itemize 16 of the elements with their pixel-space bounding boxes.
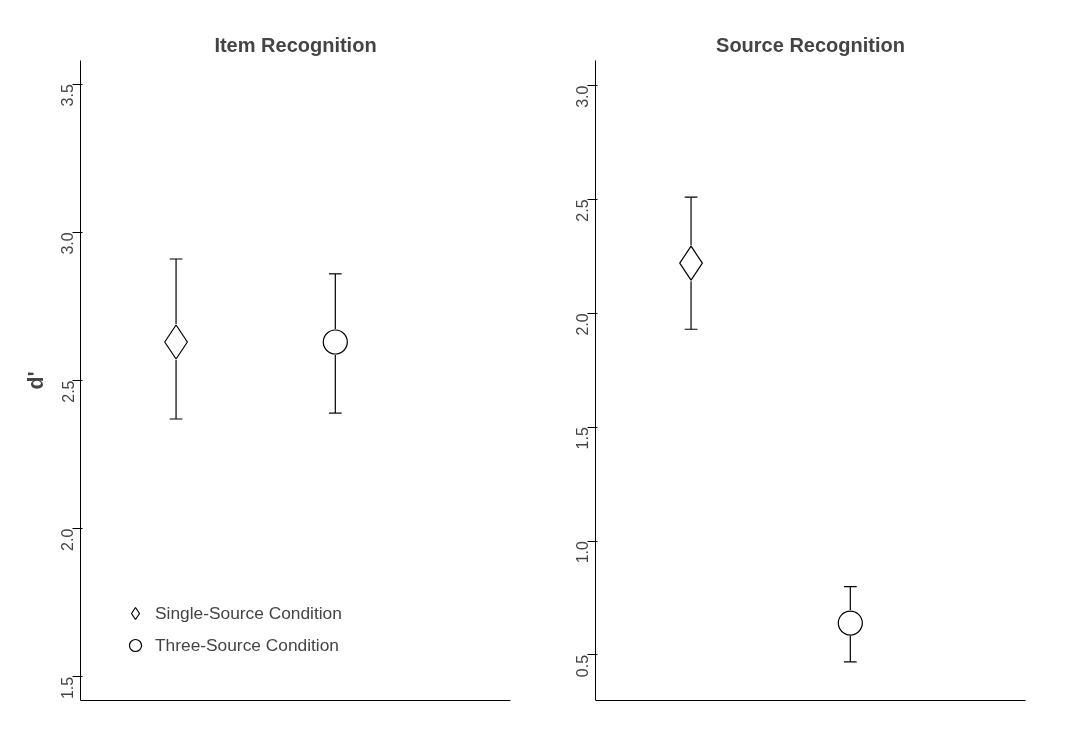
y-tick-label: 2.5	[59, 380, 77, 403]
y-tick-label: 3.5	[59, 84, 77, 107]
y-tick-label: 3.0	[574, 85, 592, 108]
y-tick-label: 2.0	[574, 313, 592, 336]
y-tick-label: 1.0	[574, 540, 592, 564]
y-tick-label: 2.0	[59, 528, 77, 551]
chart-title: Item Recognition	[214, 33, 377, 56]
y-tick-label: 2.5	[574, 199, 592, 222]
y-tick-label: 0.5	[574, 654, 592, 678]
y-tick-label: 1.5	[59, 676, 77, 700]
y-tick-label: 3.0	[59, 232, 77, 255]
legend-label: Single-Source Condition	[155, 602, 342, 624]
y-tick-label: 1.5	[574, 427, 592, 450]
chart-title: Source Recognition	[716, 33, 905, 56]
y-axis-title: d'	[23, 371, 48, 390]
legend-label: Three-Source Condition	[155, 634, 339, 656]
